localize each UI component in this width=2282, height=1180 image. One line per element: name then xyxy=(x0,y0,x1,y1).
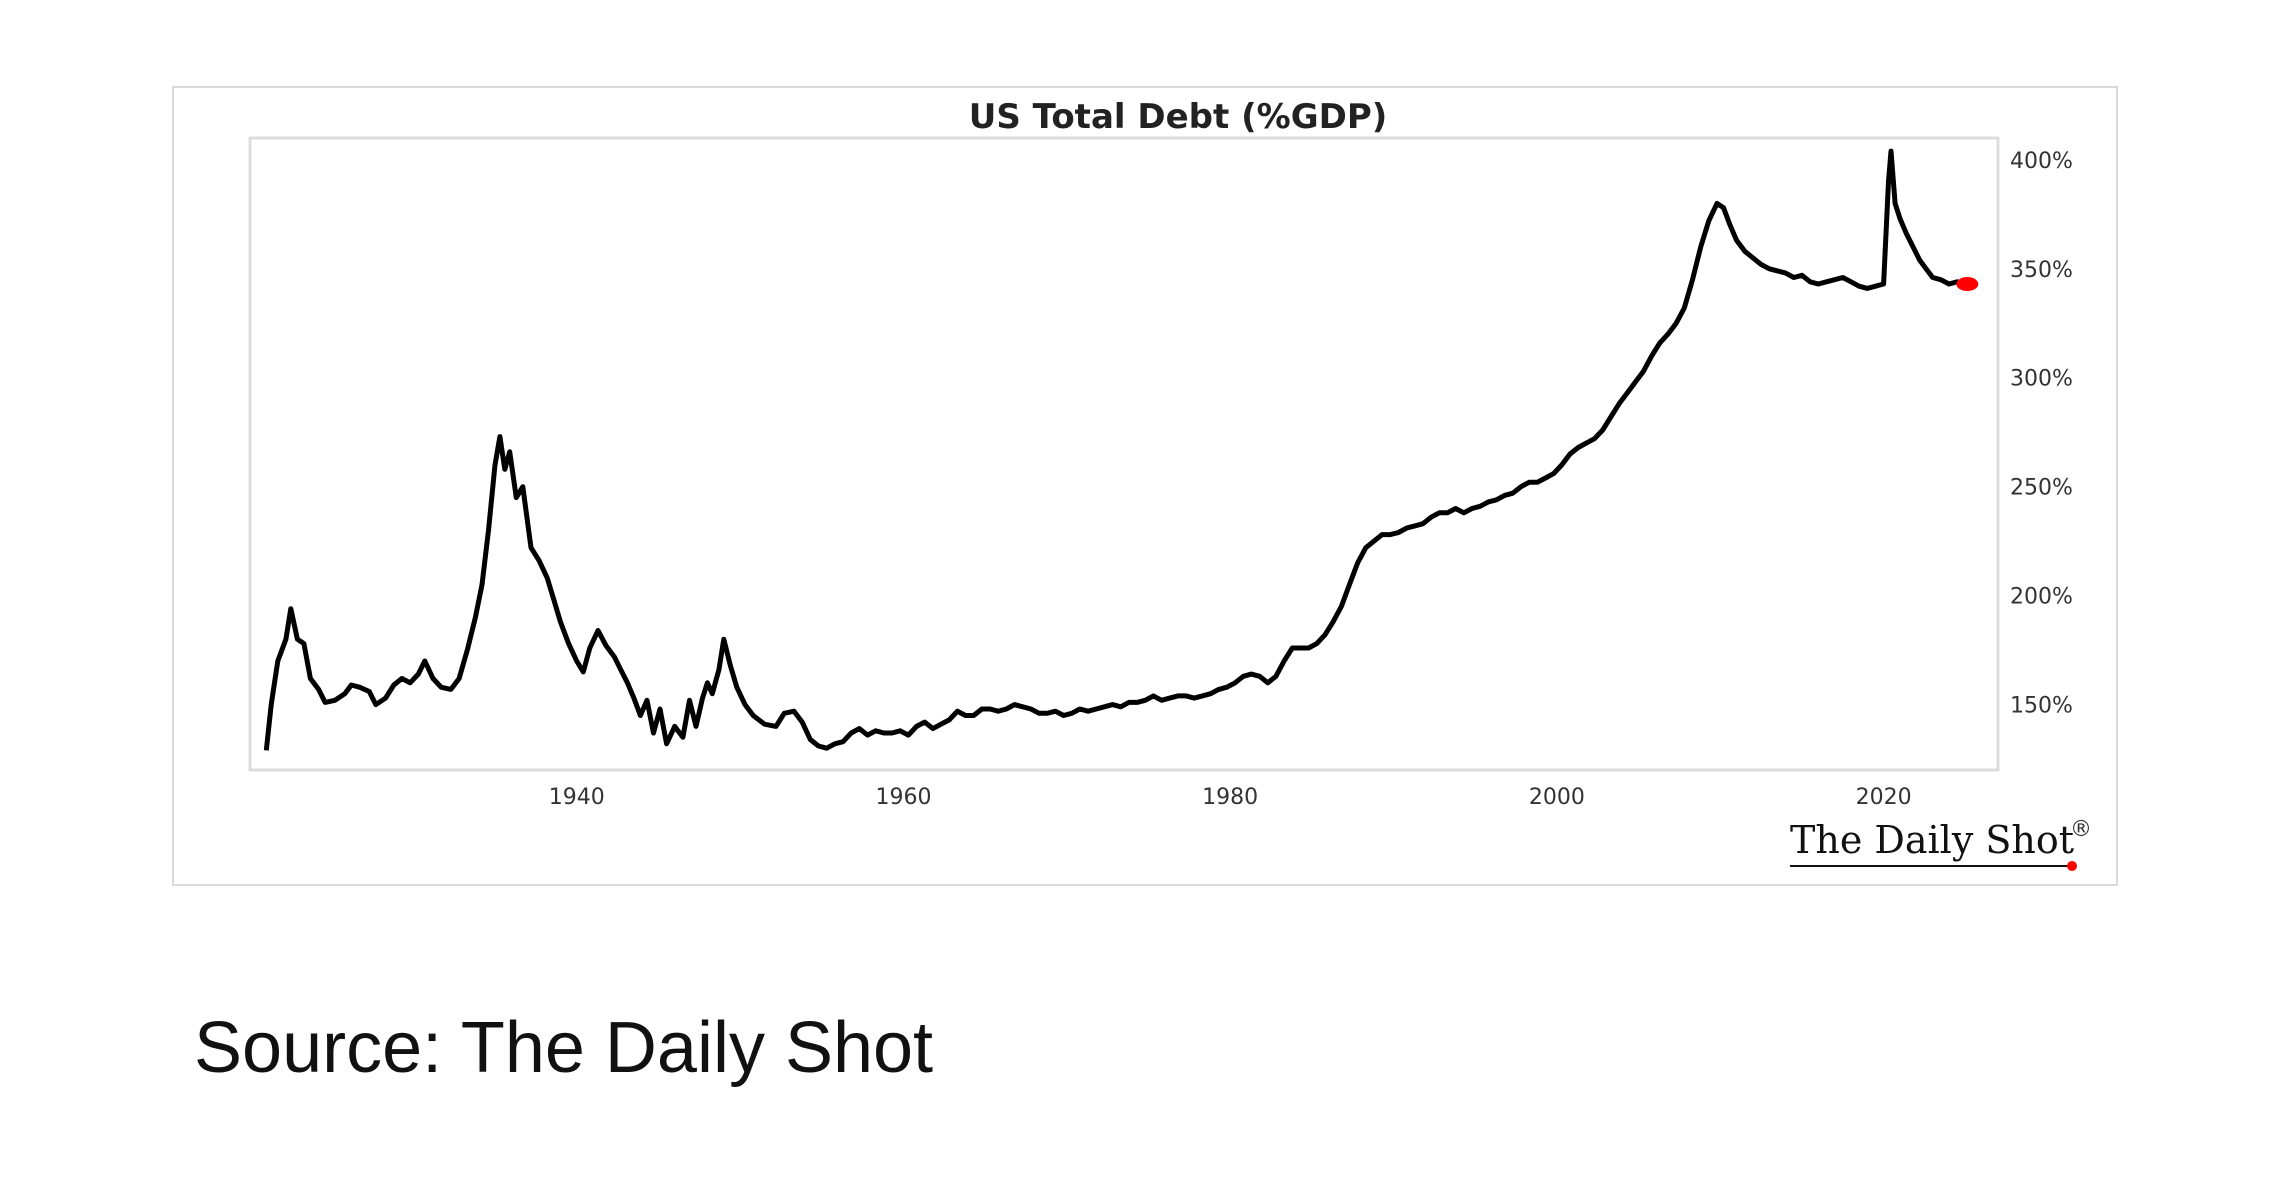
x-tick-label: 1940 xyxy=(549,785,605,810)
y-tick-label: 150% xyxy=(2010,694,2073,719)
source-caption: Source: The Daily Shot xyxy=(194,1008,934,1088)
plot-area xyxy=(248,136,2000,772)
brand-dot xyxy=(2067,861,2077,871)
brand-registered-mark: ® xyxy=(2070,817,2092,842)
y-tick-label: 250% xyxy=(2010,476,2073,501)
x-tick-label: 1960 xyxy=(875,785,931,810)
y-tick-label: 350% xyxy=(2010,258,2073,283)
series-layer xyxy=(263,148,1979,751)
latest-value-marker xyxy=(1956,277,1979,292)
y-tick-label: 200% xyxy=(2010,585,2073,610)
brand-logo: The Daily Shot ® xyxy=(1790,817,2092,871)
series-line-0 xyxy=(263,148,1966,751)
y-axis-ticks: 150% 200% 250% 300% 350% 400% xyxy=(2010,149,2073,719)
x-tick-label: 2000 xyxy=(1529,785,1585,810)
y-tick-label: 300% xyxy=(2010,367,2073,392)
x-tick-label: 2020 xyxy=(1856,785,1912,810)
chart-svg: US Total Debt (%GDP) 1940 1960 1980 2000 202… xyxy=(248,97,2092,871)
chart-title: US Total Debt (%GDP) xyxy=(969,97,1388,137)
x-axis-ticks: 1940 1960 1980 2000 2020 xyxy=(549,785,1912,810)
y-tick-label: 400% xyxy=(2010,149,2073,174)
x-tick-label: 1980 xyxy=(1202,785,1258,810)
brand-wordmark: The Daily Shot xyxy=(1790,818,2074,862)
chart-panel: US Total Debt (%GDP) 1940 1960 1980 2000 202… xyxy=(172,86,2118,886)
